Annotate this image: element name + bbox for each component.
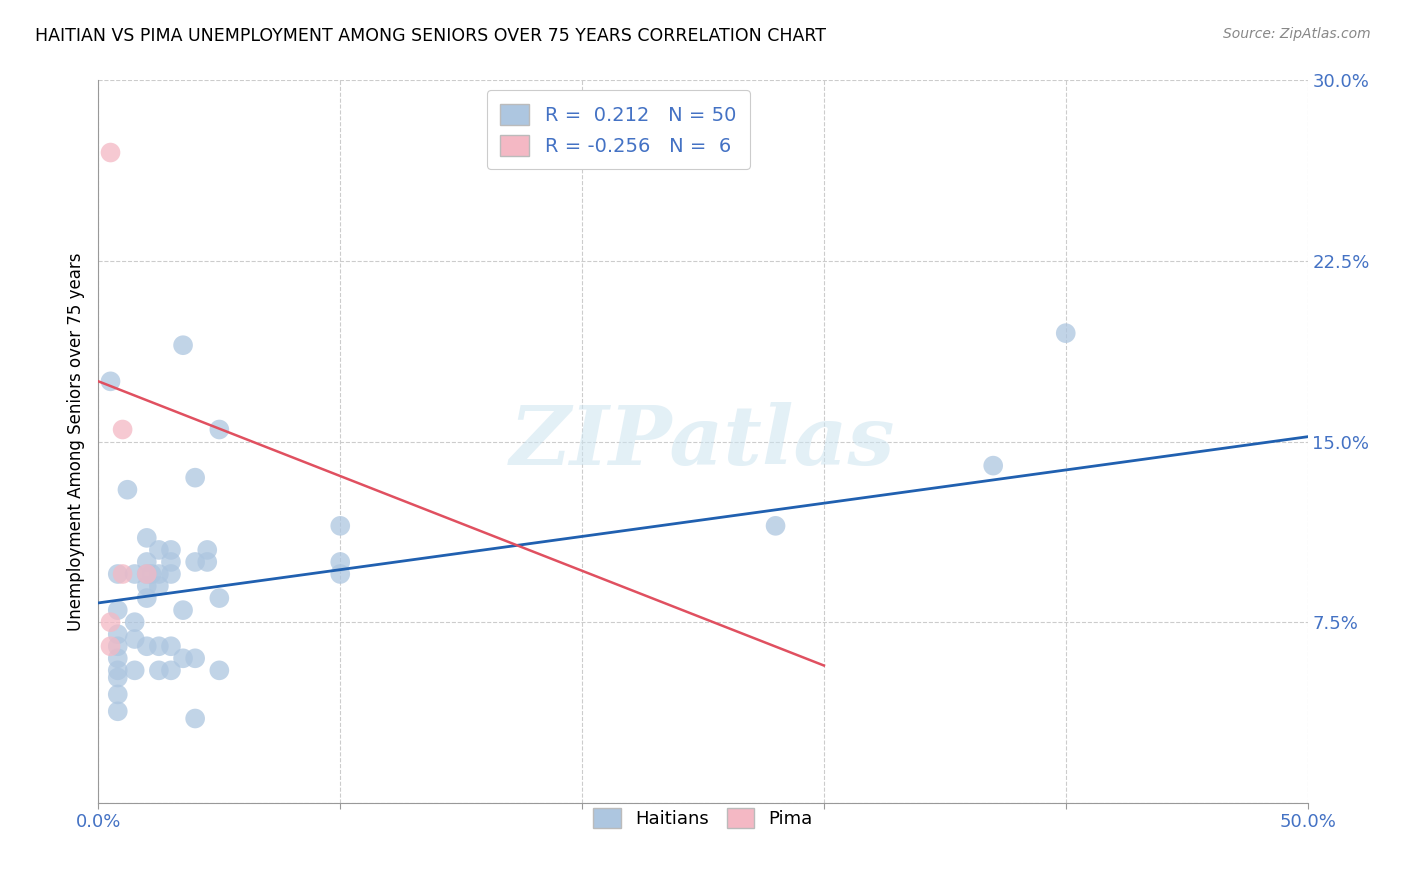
Point bbox=[100, 145, 122, 160]
Point bbox=[117, 483, 139, 497]
Point bbox=[107, 651, 129, 665]
Point bbox=[148, 579, 170, 593]
Point bbox=[208, 422, 231, 436]
Text: Source: ZipAtlas.com: Source: ZipAtlas.com bbox=[1223, 27, 1371, 41]
Point bbox=[329, 567, 352, 582]
Text: HAITIAN VS PIMA UNEMPLOYMENT AMONG SENIORS OVER 75 YEARS CORRELATION CHART: HAITIAN VS PIMA UNEMPLOYMENT AMONG SENIO… bbox=[35, 27, 827, 45]
Point bbox=[111, 422, 134, 436]
Point bbox=[184, 651, 207, 665]
Text: ZIPatlas: ZIPatlas bbox=[510, 401, 896, 482]
Point bbox=[107, 664, 129, 678]
Point bbox=[172, 603, 194, 617]
Point bbox=[107, 639, 129, 653]
Point bbox=[184, 555, 207, 569]
Point bbox=[172, 338, 194, 352]
Point bbox=[148, 639, 170, 653]
Point bbox=[148, 542, 170, 557]
Point bbox=[100, 615, 122, 630]
Point bbox=[160, 639, 183, 653]
Point bbox=[195, 555, 218, 569]
Point bbox=[135, 567, 157, 582]
Point bbox=[329, 518, 352, 533]
Point bbox=[124, 615, 146, 630]
Point bbox=[160, 567, 183, 582]
Legend: Haitians, Pima: Haitians, Pima bbox=[585, 799, 821, 837]
Point bbox=[148, 567, 170, 582]
Point bbox=[100, 639, 122, 653]
Point bbox=[195, 542, 218, 557]
Point bbox=[184, 470, 207, 484]
Point bbox=[100, 374, 122, 388]
Point bbox=[135, 639, 157, 653]
Point bbox=[107, 671, 129, 685]
Point bbox=[208, 591, 231, 605]
Point bbox=[172, 651, 194, 665]
Point bbox=[1054, 326, 1077, 340]
Point bbox=[981, 458, 1004, 473]
Point bbox=[111, 567, 134, 582]
Point bbox=[107, 704, 129, 718]
Point bbox=[107, 627, 129, 641]
Point bbox=[160, 542, 183, 557]
Point bbox=[135, 567, 157, 582]
Point bbox=[765, 518, 787, 533]
Point bbox=[160, 664, 183, 678]
Point bbox=[124, 632, 146, 646]
Point bbox=[135, 591, 157, 605]
Point bbox=[135, 579, 157, 593]
Point bbox=[148, 664, 170, 678]
Point bbox=[160, 555, 183, 569]
Point bbox=[208, 664, 231, 678]
Point bbox=[107, 567, 129, 582]
Point bbox=[184, 712, 207, 726]
Y-axis label: Unemployment Among Seniors over 75 years: Unemployment Among Seniors over 75 years bbox=[66, 252, 84, 631]
Point bbox=[107, 603, 129, 617]
Point bbox=[124, 567, 146, 582]
Point bbox=[135, 555, 157, 569]
Point bbox=[141, 567, 163, 582]
Point bbox=[329, 555, 352, 569]
Point bbox=[135, 531, 157, 545]
Point bbox=[107, 687, 129, 701]
Point bbox=[124, 664, 146, 678]
